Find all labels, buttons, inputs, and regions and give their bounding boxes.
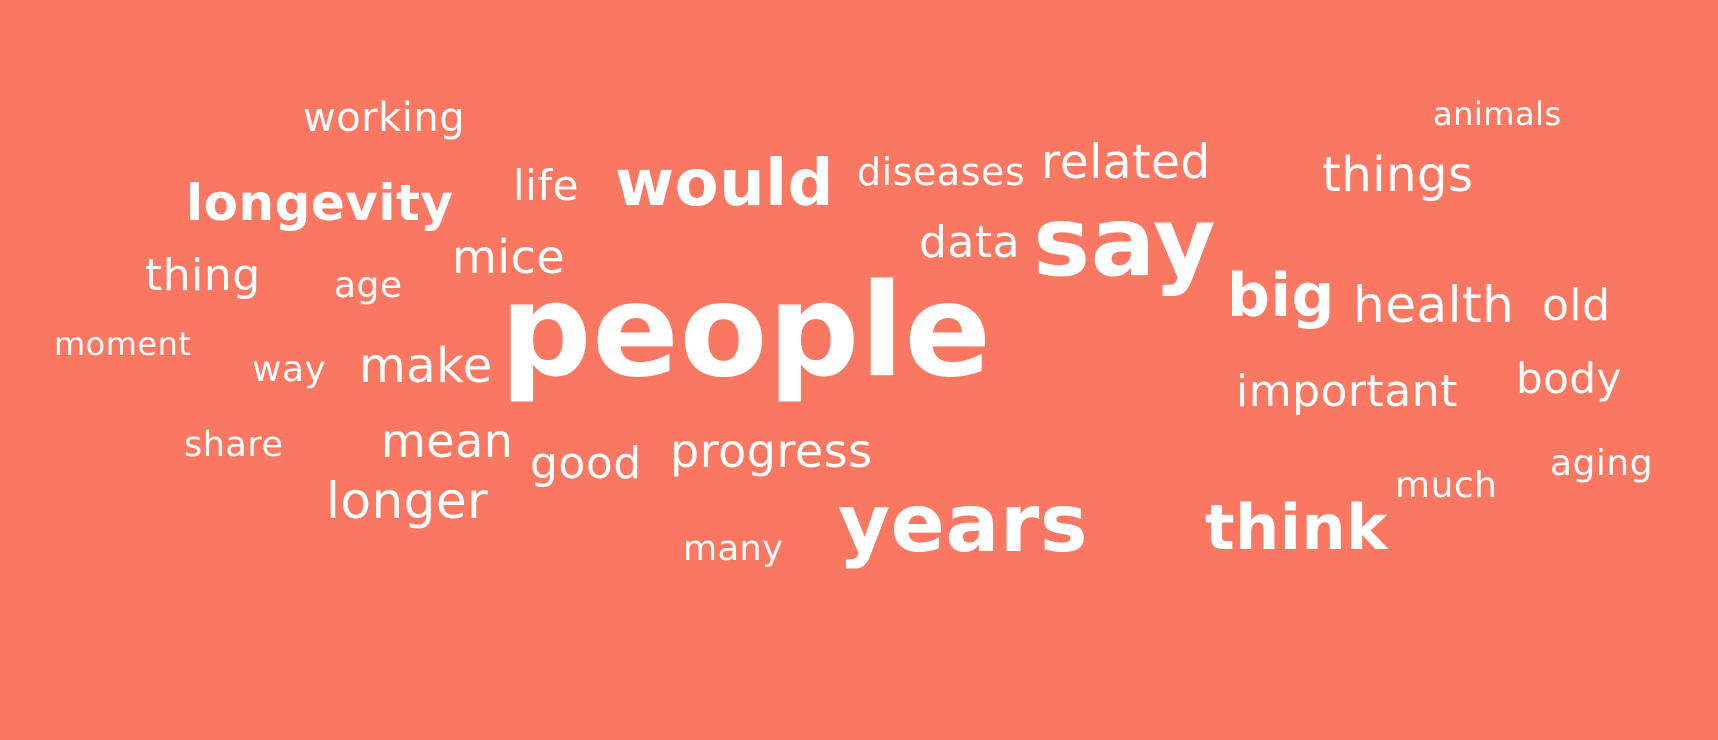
word-aging: aging [1550, 443, 1654, 484]
word-animals: animals [1433, 95, 1562, 133]
word-mean: mean [381, 414, 514, 468]
word-years: years [838, 477, 1088, 570]
word-say: say [1033, 186, 1217, 298]
word-much: much [1395, 465, 1498, 506]
word-age: age [334, 265, 403, 306]
word-longevity: longevity [186, 174, 454, 232]
word-think: think [1205, 491, 1388, 564]
word-health: health [1353, 276, 1515, 334]
word-moment: moment [54, 325, 192, 363]
word-share: share [184, 425, 284, 465]
word-diseases: diseases [857, 150, 1026, 194]
word-body: body [1516, 354, 1622, 403]
word-make: make [359, 338, 493, 394]
word-old: old [1542, 280, 1611, 331]
word-thing: thing [145, 250, 261, 301]
word-data: data [919, 217, 1021, 268]
word-longer: longer [326, 472, 489, 530]
word-progress: progress [670, 424, 873, 478]
word-way: way [252, 349, 327, 390]
word-good: good [530, 438, 642, 489]
word-big: big [1227, 261, 1335, 331]
word-important: important [1236, 366, 1458, 417]
word-life: life [513, 161, 579, 210]
word-would: would [615, 147, 834, 221]
word-related: related [1041, 135, 1211, 190]
word-many: many [683, 529, 784, 569]
word-working: working [303, 95, 466, 141]
word-people: people [500, 257, 992, 406]
word-mice: mice [452, 230, 566, 284]
word-things: things [1322, 147, 1474, 203]
